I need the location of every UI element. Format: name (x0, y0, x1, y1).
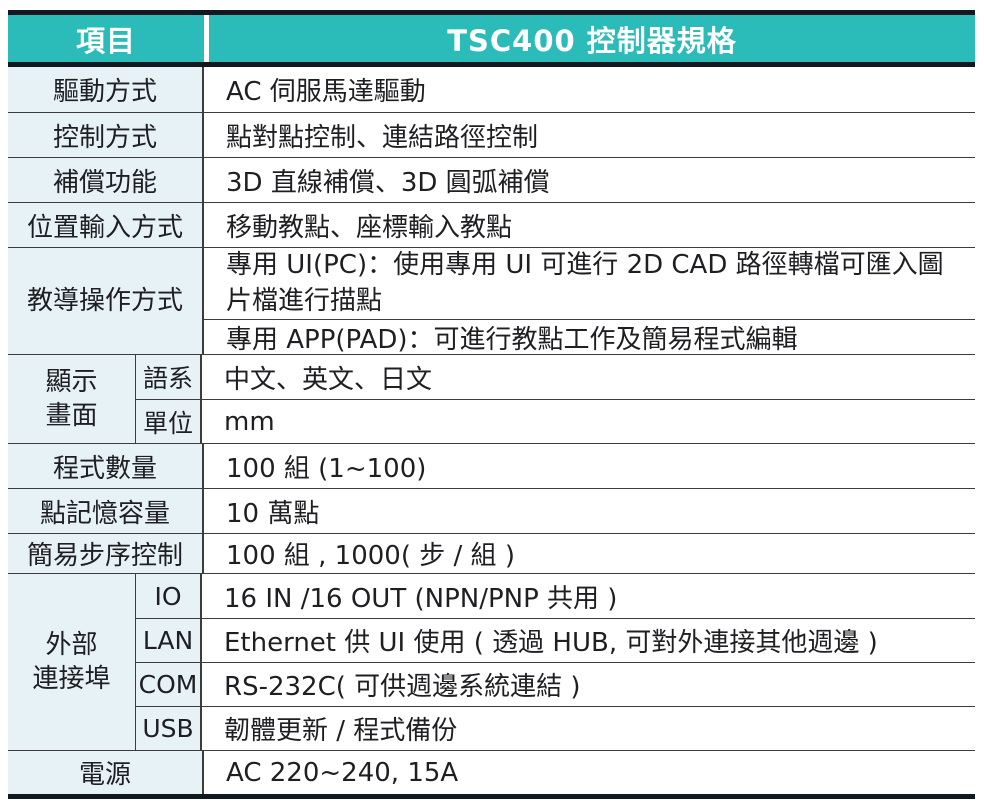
power-label: 電源 (8, 751, 204, 794)
step-control-label: 簡易步序控制 (8, 534, 204, 573)
port-usb-row: USB 韌體更新 / 程式備份 (136, 706, 975, 750)
program-count-label: 程式數量 (8, 444, 204, 488)
teaching-pad-value: 專用 APP(PAD)：可進行教點工作及簡易程式編輯 (204, 320, 975, 355)
control-method-value: 點對點控制、連結路徑控制 (204, 113, 975, 157)
control-method-label: 控制方式 (8, 113, 204, 157)
port-com-value: RS-232C( 可供週邊系統連結 ) (202, 663, 975, 706)
position-input-value: 移動教點、座標輸入教點 (204, 203, 975, 247)
row-external-ports: 外部 連接埠 IO 16 IN /16 OUT (NPN/PNP 共用 ) LA… (8, 573, 975, 750)
port-io-sublabel: IO (136, 574, 202, 618)
header-items-cell: 項目 (8, 15, 204, 62)
display-unit-sublabel: 單位 (136, 400, 202, 443)
power-value: AC 220~240, 15A (204, 751, 975, 794)
port-lan-sublabel: LAN (136, 619, 202, 662)
teaching-pc-row: 專用 UI(PC)：使用專用 UI 可進行 2D CAD 路徑轉檔可匯入圖片檔進… (204, 248, 975, 319)
teaching-pad-row: 專用 APP(PAD)：可進行教點工作及簡易程式編輯 (204, 319, 975, 355)
display-unit-value: mm (202, 400, 975, 443)
point-memory-label: 點記憶容量 (8, 489, 204, 533)
display-language-sublabel: 語系 (136, 355, 202, 399)
external-ports-label: 外部 連接埠 (8, 574, 136, 750)
row-position-input: 位置輸入方式 移動教點、座標輸入教點 (8, 202, 975, 247)
port-lan-value: Ethernet 供 UI 使用 ( 透過 HUB, 可對外連接其他週邊 ) (202, 619, 975, 662)
position-input-label: 位置輸入方式 (8, 203, 204, 247)
compensation-label: 補償功能 (8, 158, 204, 202)
drive-method-label: 驅動方式 (8, 67, 204, 112)
port-lan-row: LAN Ethernet 供 UI 使用 ( 透過 HUB, 可對外連接其他週邊… (136, 618, 975, 662)
port-usb-sublabel: USB (136, 707, 202, 750)
compensation-value: 3D 直線補償、3D 圓弧補償 (204, 158, 975, 202)
table-header-row: 項目 TSC400 控制器規格 (8, 15, 975, 67)
point-memory-value: 10 萬點 (204, 489, 975, 533)
row-compensation: 補償功能 3D 直線補償、3D 圓弧補償 (8, 157, 975, 202)
row-teaching-method: 教導操作方式 專用 UI(PC)：使用專用 UI 可進行 2D CAD 路徑轉檔… (8, 247, 975, 355)
display-screen-label-line1: 顯示 (45, 366, 98, 397)
row-display-screen: 顯示 畫面 語系 中文、英文、日文 單位 mm (8, 354, 975, 443)
row-point-memory: 點記憶容量 10 萬點 (8, 488, 975, 533)
teaching-method-label: 教導操作方式 (8, 248, 204, 354)
port-com-sublabel: COM (136, 663, 202, 706)
row-program-count: 程式數量 100 組 (1~100) (8, 443, 975, 488)
row-power: 電源 AC 220~240, 15A (8, 750, 975, 794)
drive-method-value: AC 伺服馬達驅動 (204, 67, 975, 112)
external-ports-subrows: IO 16 IN /16 OUT (NPN/PNP 共用 ) LAN Ether… (136, 574, 975, 750)
header-title-cell: TSC400 控制器規格 (209, 15, 975, 62)
port-io-value: 16 IN /16 OUT (NPN/PNP 共用 ) (202, 574, 975, 618)
program-count-value: 100 組 (1~100) (204, 444, 975, 488)
row-step-control: 簡易步序控制 100 組 , 1000( 步 / 組 ) (8, 533, 975, 573)
port-io-row: IO 16 IN /16 OUT (NPN/PNP 共用 ) (136, 574, 975, 618)
display-language-row: 語系 中文、英文、日文 (136, 355, 975, 399)
spec-table: 項目 TSC400 控制器規格 驅動方式 AC 伺服馬達驅動 控制方式 點對點控… (8, 10, 975, 799)
port-com-row: COM RS-232C( 可供週邊系統連結 ) (136, 662, 975, 706)
row-control-method: 控制方式 點對點控制、連結路徑控制 (8, 112, 975, 157)
external-ports-label-line1: 外部 (45, 629, 98, 660)
row-drive-method: 驅動方式 AC 伺服馬達驅動 (8, 67, 975, 112)
teaching-pc-value: 專用 UI(PC)：使用專用 UI 可進行 2D CAD 路徑轉檔可匯入圖片檔進… (204, 248, 975, 319)
display-screen-label-line2: 畫面 (45, 401, 98, 431)
display-unit-row: 單位 mm (136, 399, 975, 443)
display-screen-label: 顯示 畫面 (8, 355, 136, 443)
teaching-method-values: 專用 UI(PC)：使用專用 UI 可進行 2D CAD 路徑轉檔可匯入圖片檔進… (204, 248, 975, 355)
display-screen-subrows: 語系 中文、英文、日文 單位 mm (136, 355, 975, 443)
display-language-value: 中文、英文、日文 (202, 355, 975, 399)
port-usb-value: 韌體更新 / 程式備份 (202, 707, 975, 750)
external-ports-label-line2: 連接埠 (32, 664, 111, 694)
step-control-value: 100 組 , 1000( 步 / 組 ) (204, 534, 975, 573)
